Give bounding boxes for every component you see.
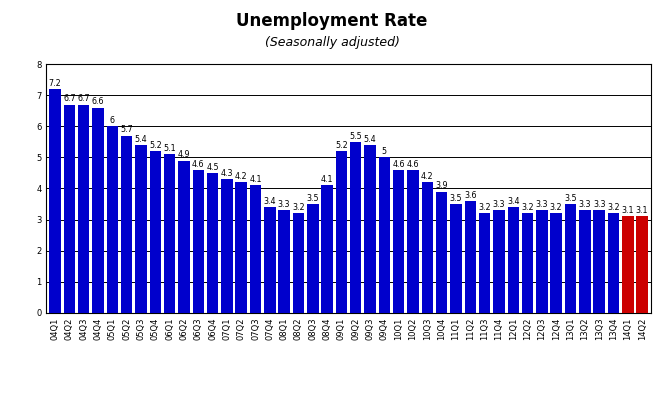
Text: 3.1: 3.1 xyxy=(636,206,648,215)
Text: 3.3: 3.3 xyxy=(278,200,290,209)
Bar xyxy=(250,185,261,313)
Text: 4.9: 4.9 xyxy=(178,150,191,159)
Bar xyxy=(78,105,90,313)
Bar xyxy=(321,185,333,313)
Bar xyxy=(465,201,476,313)
Text: 3.4: 3.4 xyxy=(507,197,519,206)
Text: 3.2: 3.2 xyxy=(292,203,305,212)
Text: 3.3: 3.3 xyxy=(593,200,606,209)
Text: Unemployment Rate: Unemployment Rate xyxy=(236,12,428,30)
Bar xyxy=(536,210,548,313)
Bar xyxy=(336,151,347,313)
Text: (Seasonally adjusted): (Seasonally adjusted) xyxy=(264,36,400,49)
Text: 4.6: 4.6 xyxy=(407,160,419,168)
Bar xyxy=(236,182,247,313)
Text: 3.5: 3.5 xyxy=(307,194,319,203)
Bar xyxy=(622,217,633,313)
Text: 3.3: 3.3 xyxy=(578,200,591,209)
Bar xyxy=(164,154,175,313)
Bar xyxy=(293,213,304,313)
Text: 4.1: 4.1 xyxy=(321,175,333,184)
Bar xyxy=(565,204,576,313)
Bar xyxy=(178,160,190,313)
Bar xyxy=(221,179,232,313)
Text: 5.2: 5.2 xyxy=(335,141,348,150)
Text: 3.2: 3.2 xyxy=(607,203,620,212)
Text: 3.4: 3.4 xyxy=(264,197,276,206)
Text: 6.7: 6.7 xyxy=(63,94,76,103)
Bar xyxy=(594,210,605,313)
Bar xyxy=(550,213,562,313)
Bar xyxy=(193,170,204,313)
Bar xyxy=(407,170,419,313)
Text: 3.2: 3.2 xyxy=(521,203,534,212)
Bar xyxy=(135,145,147,313)
Text: 3.5: 3.5 xyxy=(564,194,577,203)
Bar xyxy=(307,204,319,313)
Text: 3.2: 3.2 xyxy=(550,203,562,212)
Text: 4.6: 4.6 xyxy=(192,160,205,168)
Bar xyxy=(149,151,161,313)
Text: 5.4: 5.4 xyxy=(135,135,147,144)
Text: 5: 5 xyxy=(382,147,387,156)
Bar xyxy=(121,136,132,313)
Bar xyxy=(436,192,448,313)
Text: 5.1: 5.1 xyxy=(163,144,176,153)
Bar xyxy=(608,213,620,313)
Text: 5.4: 5.4 xyxy=(364,135,376,144)
Text: 3.3: 3.3 xyxy=(536,200,548,209)
Text: 4.6: 4.6 xyxy=(392,160,405,168)
Bar xyxy=(278,210,290,313)
Text: 6: 6 xyxy=(110,116,115,125)
Bar xyxy=(422,182,433,313)
Bar xyxy=(393,170,404,313)
Text: 5.5: 5.5 xyxy=(349,132,362,141)
Bar xyxy=(264,207,276,313)
Text: 3.5: 3.5 xyxy=(450,194,462,203)
Bar xyxy=(579,210,590,313)
Text: 5.7: 5.7 xyxy=(120,126,133,134)
Text: 3.6: 3.6 xyxy=(464,190,477,200)
Bar xyxy=(107,126,118,313)
Text: 6.6: 6.6 xyxy=(92,97,104,106)
Bar xyxy=(207,173,218,313)
Text: 3.3: 3.3 xyxy=(493,200,505,209)
Text: 3.9: 3.9 xyxy=(436,181,448,190)
Text: 5.2: 5.2 xyxy=(149,141,161,150)
Text: 4.1: 4.1 xyxy=(249,175,262,184)
Bar xyxy=(450,204,461,313)
Bar xyxy=(378,158,390,313)
Bar xyxy=(350,142,361,313)
Text: 4.5: 4.5 xyxy=(207,163,219,172)
Text: 6.7: 6.7 xyxy=(78,94,90,103)
Title: Unemployment Rate
(Seasonally adjusted): Unemployment Rate (Seasonally adjusted) xyxy=(0,400,1,401)
Bar xyxy=(49,89,61,313)
Bar xyxy=(64,105,75,313)
Text: 4.2: 4.2 xyxy=(235,172,248,181)
Bar xyxy=(92,107,104,313)
Text: 4.2: 4.2 xyxy=(421,172,434,181)
Text: 3.1: 3.1 xyxy=(622,206,634,215)
Bar xyxy=(636,217,648,313)
Text: 4.3: 4.3 xyxy=(220,169,233,178)
Bar xyxy=(365,145,376,313)
Bar xyxy=(479,213,490,313)
Text: 7.2: 7.2 xyxy=(48,79,62,88)
Bar xyxy=(522,213,533,313)
Bar xyxy=(493,210,505,313)
Bar xyxy=(507,207,519,313)
Text: 3.2: 3.2 xyxy=(478,203,491,212)
